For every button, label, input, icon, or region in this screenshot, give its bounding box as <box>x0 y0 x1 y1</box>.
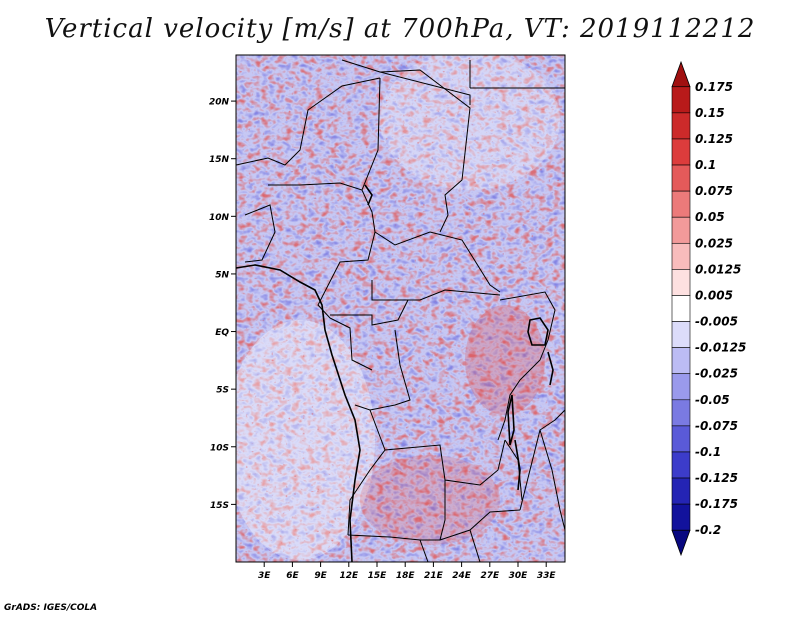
colorbar-label: 0.025 <box>695 236 733 250</box>
map-frame <box>235 54 566 563</box>
colorbar-label: 0.005 <box>695 288 733 302</box>
colorbar-label: -0.025 <box>695 367 738 381</box>
lon-tick-label: 6E <box>286 571 299 581</box>
colorbar-bottom-arrow <box>671 529 691 557</box>
lon-tick-label: 15E <box>368 571 388 581</box>
colorbar-swatch <box>671 86 691 114</box>
lon-tick-label: 18E <box>396 571 416 581</box>
colorbar-swatch <box>671 164 691 192</box>
colorbar-swatch <box>671 399 691 427</box>
coastline <box>236 184 554 562</box>
lat-tick-label: 5S <box>216 386 229 396</box>
colorbar-swatch <box>671 269 691 296</box>
colorbar-swatch <box>671 425 691 453</box>
colorbar-label: 0.075 <box>695 184 733 198</box>
map-title: Vertical velocity [m/s] at 700hPa, VT: 2… <box>44 14 756 44</box>
lat-tick-label: 15N <box>209 155 230 165</box>
colorbar-label: -0.1 <box>695 445 721 459</box>
grads-credit: GrADS: IGES/COLA <box>4 603 98 613</box>
lon-tick-label: 9E <box>314 571 327 581</box>
colorbar-swatch <box>671 347 691 375</box>
colorbar-swatch <box>671 190 691 218</box>
colorbar-swatch <box>671 321 691 348</box>
lon-tick-label: 27E <box>480 571 500 581</box>
lat-tick-label: 10S <box>210 443 229 453</box>
colorbar-swatch <box>671 451 691 479</box>
colorbar-swatch <box>671 112 691 140</box>
country-borders <box>236 59 565 562</box>
colorbar-label: -0.075 <box>695 419 738 433</box>
colorbar-label: -0.175 <box>695 497 738 511</box>
lat-tick-label: 15S <box>210 501 229 511</box>
colorbar-label: 0.1 <box>695 158 716 172</box>
colorbar-swatch <box>671 503 691 531</box>
colorbar-label: 0.175 <box>695 80 733 94</box>
colorbar-top-arrow <box>671 60 691 88</box>
colorbar-swatch <box>671 477 691 505</box>
colorbar-label: 0.125 <box>695 132 733 146</box>
colorbar-swatch <box>671 216 691 244</box>
lat-tick-label: 10N <box>209 213 230 223</box>
lon-tick-label: 24E <box>452 571 472 581</box>
colorbar: 0.175 0.15 0.125 0.1 0.075 0.05 0.025 0.0125 0.0… <box>671 60 746 557</box>
colorbar-label: -0.05 <box>695 393 730 407</box>
colorbar-swatch <box>671 295 691 322</box>
colorbar-label: 0.15 <box>695 106 725 120</box>
lon-tick-label: 30E <box>509 571 529 581</box>
colorbar-swatch <box>671 373 691 401</box>
lon-tick-label: 12E <box>339 571 359 581</box>
colorbar-label: -0.125 <box>695 471 738 485</box>
colorbar-label: 0.05 <box>695 210 725 224</box>
lat-tick-label: 5N <box>215 270 229 280</box>
longitude-axis: 3E 6E 9E 12E 15E 18E 21E 24E 27E 30E 33E <box>258 562 556 581</box>
latitude-axis: 20N 15N 10N 5N EQ 5S 10S 15S <box>209 98 236 511</box>
lat-tick-label: 20N <box>209 98 230 108</box>
lon-tick-label: 21E <box>424 571 444 581</box>
velocity-field <box>236 55 565 562</box>
colorbar-swatch <box>671 242 691 270</box>
lon-tick-label: 3E <box>258 571 271 581</box>
colorbar-label: -0.005 <box>695 315 738 329</box>
colorbar-label: -0.2 <box>695 523 721 537</box>
colorbar-label: -0.0125 <box>695 341 746 355</box>
colorbar-swatch <box>671 138 691 166</box>
lat-tick-label: EQ <box>215 328 229 338</box>
lon-tick-label: 33E <box>537 571 557 581</box>
colorbar-label: 0.0125 <box>695 262 741 276</box>
